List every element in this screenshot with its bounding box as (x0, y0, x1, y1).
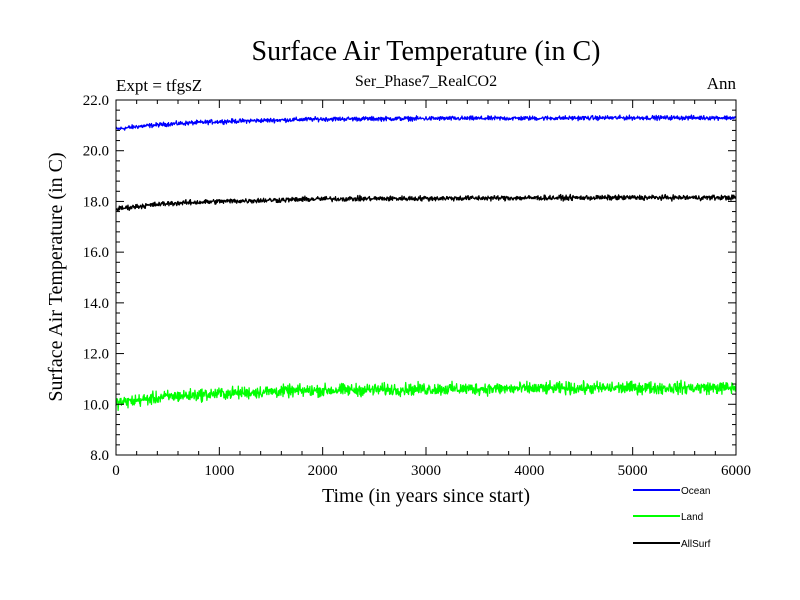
y-tick-labels: 8.0 10.0 12.0 14.0 16.0 18.0 20.0 22.0 (83, 93, 109, 464)
y-tick-label: 12.0 (83, 347, 109, 363)
legend-label-allsurf: AllSurf (681, 539, 711, 550)
series-line-land (115, 379, 737, 412)
x-tick-label: 0 (112, 463, 120, 479)
chart-subtitle: Ser_Phase7_RealCO2 (355, 73, 497, 90)
y-axis-label: Surface Air Temperature (in C) (45, 152, 67, 401)
experiment-label: Expt = tfgsZ (116, 76, 202, 95)
plot-lines (115, 114, 737, 412)
y-tick-label: 16.0 (83, 245, 109, 261)
x-tick-label: 6000 (721, 463, 751, 479)
y-tick-label: 22.0 (83, 93, 109, 109)
series-line-allsurf (115, 193, 737, 212)
y-tick-label: 10.0 (83, 397, 109, 413)
y-tick-label: 8.0 (90, 448, 109, 464)
x-axis-label: Time (in years since start) (322, 485, 530, 507)
period-label: Ann (707, 74, 737, 93)
x-tick-label: 5000 (618, 463, 648, 479)
x-tick-label: 2000 (308, 463, 338, 479)
x-tick-labels: 0 1000 2000 3000 4000 5000 6000 (112, 463, 751, 479)
y-tick-label: 18.0 (83, 194, 109, 210)
legend-label-land: Land (681, 512, 703, 523)
y-tick-label: 14.0 (83, 296, 109, 312)
axis-ticks (115, 99, 737, 456)
series-line-ocean (115, 114, 737, 131)
x-tick-label: 3000 (411, 463, 441, 479)
x-tick-label: 1000 (204, 463, 234, 479)
y-tick-label: 20.0 (83, 144, 109, 160)
plot-frame (115, 99, 737, 456)
x-tick-label: 4000 (514, 463, 544, 479)
legend-label-ocean: Ocean (681, 486, 710, 497)
legend: Ocean Land AllSurf (633, 486, 711, 550)
chart-title: Surface Air Temperature (in C) (252, 36, 601, 67)
